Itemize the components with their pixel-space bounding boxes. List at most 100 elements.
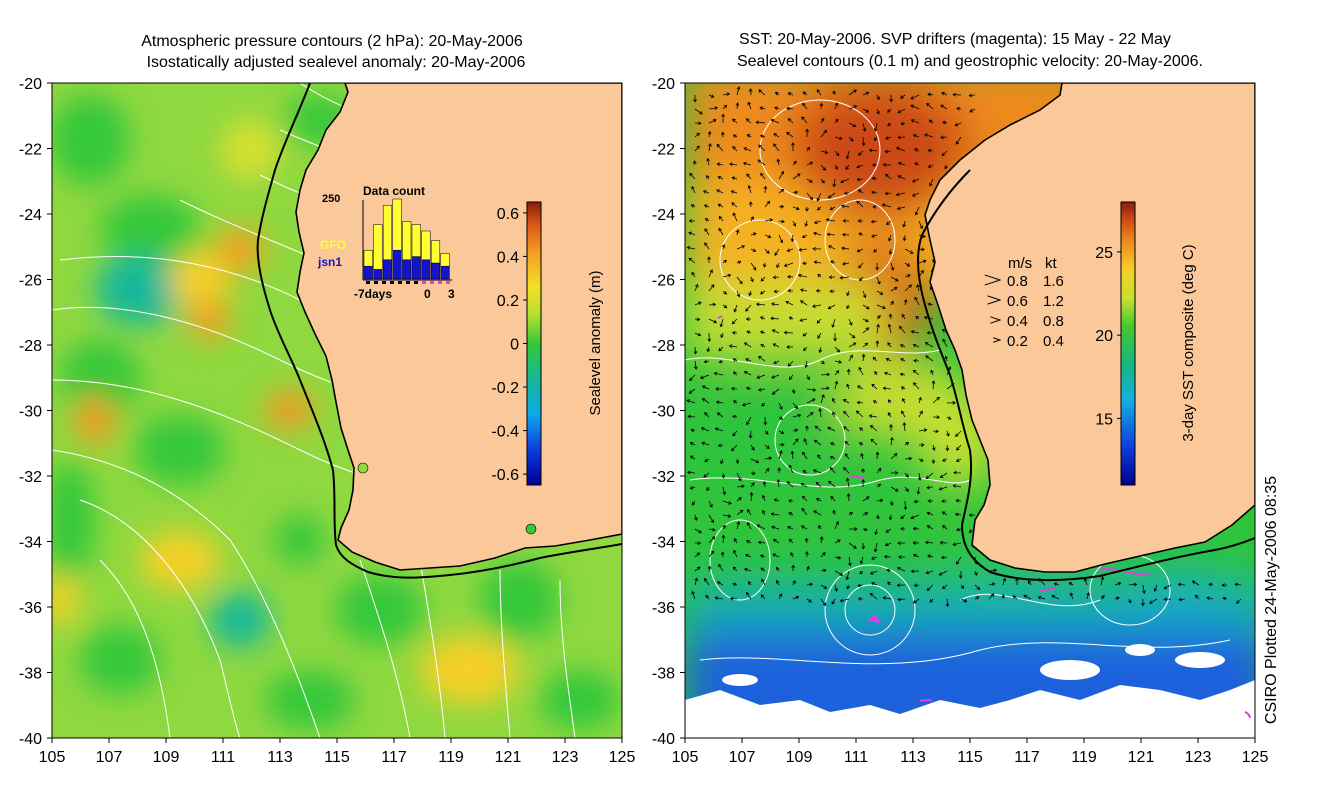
velocity-arrow [862, 122, 867, 132]
velocity-arrow [694, 145, 700, 152]
velocity-arrow [910, 94, 920, 100]
velocity-arrow [855, 410, 864, 418]
velocity-arrow [747, 101, 752, 110]
velocity-arrow [792, 160, 797, 166]
velocity-arrow [689, 455, 696, 460]
velocity-arrow [708, 94, 715, 98]
velocity-arrow [848, 89, 857, 96]
velocity-arrow [926, 511, 934, 516]
velocity-arrow [817, 454, 822, 460]
velocity-arrow [844, 441, 850, 446]
y-tick-label: -24 [652, 207, 675, 224]
velocity-arrow [955, 136, 962, 145]
velocity-arrow [800, 300, 808, 306]
velocity-arrow [927, 302, 934, 307]
x-tick-label: 123 [552, 749, 579, 766]
velocity-arrow [829, 289, 836, 294]
velocity-arrow [718, 215, 724, 222]
velocity-arrow [1001, 594, 1006, 600]
velocity-arrow [722, 514, 732, 518]
velocity-arrow [914, 162, 920, 166]
velocity-arrow [918, 428, 928, 432]
velocity-arrow [904, 472, 909, 478]
velocity-arrow [1086, 592, 1090, 600]
velocity-arrow [759, 554, 766, 559]
velocity-arrow [897, 541, 906, 546]
velocity-arrow [736, 497, 742, 502]
velocity-arrow [872, 400, 878, 404]
inset-day-marker [374, 281, 378, 284]
velocity-arrow [686, 399, 696, 404]
velocity-arrow [732, 566, 738, 572]
velocity-arrow [1053, 582, 1060, 586]
velocity-arrow [827, 192, 836, 199]
velocity-arrow [941, 499, 948, 504]
velocity-arrow [904, 274, 911, 278]
velocity-arrow [954, 512, 962, 517]
velocity-arrow [764, 218, 774, 222]
inset-bar-gfo [363, 249, 373, 267]
velocity-arrow [777, 467, 782, 474]
velocity-arrow [942, 525, 948, 530]
velocity-arrow [688, 388, 696, 394]
inset-bar-gfo [411, 224, 421, 257]
velocity-arrow [834, 521, 839, 530]
velocity-arrow [834, 102, 839, 110]
velocity-arrow [912, 598, 920, 604]
velocity-arrow [750, 458, 760, 464]
velocity-arrow [788, 374, 794, 381]
inset-day-marker [390, 281, 394, 284]
velocity-arrow [840, 178, 850, 184]
velocity-arrow [952, 92, 962, 97]
velocity-arrow [834, 118, 839, 124]
velocity-arrow [873, 122, 878, 132]
velocity-arrow [897, 108, 906, 114]
velocity-arrow [690, 204, 696, 208]
velocity-arrow [743, 147, 752, 152]
velocity-arrow [914, 206, 920, 216]
velocity-arrow [848, 342, 857, 348]
velocity-arrow [897, 175, 906, 180]
velocity-arrow [955, 498, 962, 503]
velocity-arrow [804, 537, 809, 544]
velocity-arrow [722, 273, 732, 278]
velocity-arrow [778, 219, 785, 224]
velocity-arrow [1149, 598, 1158, 604]
velocity-arrow [776, 158, 781, 166]
velocity-arrow [889, 500, 894, 506]
velocity-arrow [720, 458, 724, 465]
velocity-arrow [846, 304, 850, 310]
velocity-arrow [940, 135, 948, 140]
velocity-arrow [829, 467, 836, 474]
velocity-arrow [887, 581, 892, 586]
velocity-arrow [758, 355, 766, 362]
velocity-arrow [717, 203, 724, 208]
y-tick-label: -36 [652, 600, 675, 617]
velocity-arrow [802, 470, 808, 474]
velocity-arrow [820, 360, 825, 365]
velocity-arrow [717, 175, 724, 180]
velocity-arrow [689, 172, 696, 180]
velocity-arrow [694, 528, 702, 534]
velocity-arrow [770, 512, 780, 516]
velocity-arrow [732, 582, 738, 587]
velocity-arrow [846, 383, 850, 390]
velocity-arrow [778, 442, 785, 447]
velocity-arrow [887, 234, 892, 242]
velocity-arrow [925, 472, 934, 479]
velocity-arrow [792, 173, 801, 180]
velocity-arrow [708, 318, 718, 324]
velocity-arrow [1153, 584, 1158, 592]
velocity-arrow [802, 451, 808, 460]
velocity-arrow [773, 289, 780, 294]
velocity-arrow [871, 234, 878, 238]
velocity-arrow [746, 416, 752, 426]
velocity-arrow [869, 570, 878, 575]
velocity-arrow [820, 598, 827, 606]
velocity-arrow [771, 525, 780, 530]
velocity-arrow [931, 444, 936, 451]
velocity-arrow [755, 120, 766, 125]
velocity-arrow [1002, 577, 1007, 586]
velocity-arrow [800, 525, 808, 530]
velocity-arrow [927, 164, 934, 168]
